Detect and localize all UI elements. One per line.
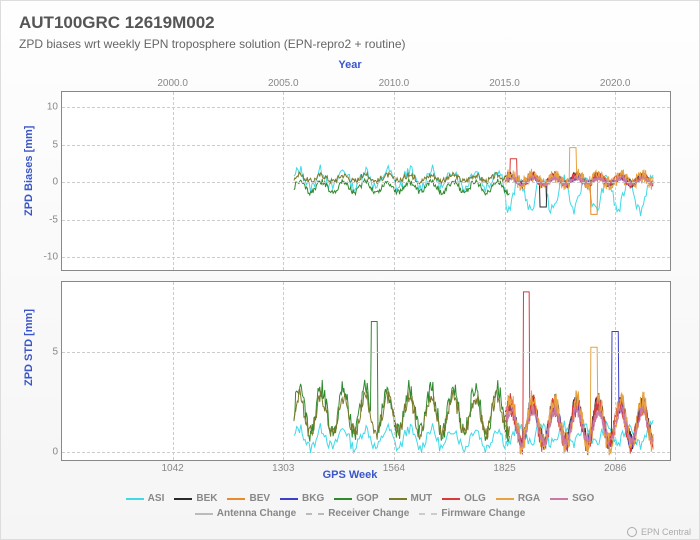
tick-year: 2015.0 <box>489 78 520 89</box>
bottom-axis-label: GPS Week <box>323 469 378 481</box>
chart-subtitle: ZPD biases wrt weekly EPN troposphere so… <box>19 37 406 51</box>
swatch-icon <box>174 498 192 500</box>
legend-label: BEK <box>196 493 217 504</box>
legend-item-GOP: GOP <box>334 493 378 504</box>
legend-label: BKG <box>302 493 324 504</box>
legend-item-MUT: MUT <box>389 493 433 504</box>
grid-line-h <box>62 182 670 183</box>
legend-series-row: ASI BEK BEV BKG GOP MUT OLG RGA SGO <box>41 493 679 504</box>
legend-change-item: Firmware Change <box>419 508 525 519</box>
legend-label: OLG <box>464 493 486 504</box>
swatch-icon <box>195 513 213 515</box>
tick-y: 5 <box>52 347 58 358</box>
y-axis-label-std: ZPD STD [mm] <box>23 309 35 386</box>
legend-label: MUT <box>411 493 433 504</box>
grid-line-h <box>62 352 670 353</box>
legend-change-item: Antenna Change <box>195 508 296 519</box>
tick-week: 1042 <box>162 463 184 474</box>
plot-std <box>62 282 670 460</box>
footer-text: EPN Central <box>641 527 691 537</box>
tick-y: -5 <box>49 214 58 225</box>
grid-line-v <box>283 92 284 270</box>
swatch-icon <box>280 498 298 500</box>
series-MUT <box>294 389 509 439</box>
tick-week: 1564 <box>383 463 405 474</box>
plot-bias <box>62 92 670 270</box>
tick-year: 2020.0 <box>600 78 631 89</box>
legend-label: ASI <box>148 493 165 504</box>
chart-area: -10-505102000.02005.02010.02015.02020.0 … <box>61 91 671 461</box>
tick-year: 2010.0 <box>379 78 410 89</box>
legend-change-item: Receiver Change <box>306 508 409 519</box>
legend-label: RGA <box>518 493 540 504</box>
swatch-icon <box>389 498 407 500</box>
legend: ASI BEK BEV BKG GOP MUT OLG RGA SGO Antenna Chan… <box>41 493 679 523</box>
swatch-icon <box>419 513 437 515</box>
swatch-icon <box>334 498 352 500</box>
legend-label: Antenna Change <box>217 508 296 519</box>
grid-line-v <box>394 92 395 270</box>
legend-label: Firmware Change <box>441 508 525 519</box>
swatch-icon <box>550 498 568 500</box>
tick-y: 5 <box>52 139 58 150</box>
grid-line-h <box>62 452 670 453</box>
tick-y: 10 <box>47 102 58 113</box>
legend-changes-row: Antenna Change Receiver Change Firmware Ch… <box>41 508 679 519</box>
tick-year: 2000.0 <box>157 78 188 89</box>
grid-line-h <box>62 220 670 221</box>
legend-label: BEV <box>249 493 270 504</box>
grid-line-h <box>62 145 670 146</box>
top-axis-label: Year <box>338 59 361 71</box>
series-GOP <box>294 322 509 442</box>
grid-line-v <box>283 282 284 460</box>
legend-item-SGO: SGO <box>550 493 594 504</box>
grid-line-v <box>505 92 506 270</box>
swatch-icon <box>227 498 245 500</box>
legend-label: Receiver Change <box>328 508 409 519</box>
chart-title: AUT100GRC 12619M002 <box>19 13 215 33</box>
panel-bias: -10-505102000.02005.02010.02015.02020.0 <box>61 91 671 271</box>
series-ASI <box>294 420 653 453</box>
grid-line-h <box>62 257 670 258</box>
grid-line-v <box>505 282 506 460</box>
tick-y: 0 <box>52 447 58 458</box>
swatch-icon <box>306 513 324 515</box>
grid-line-v <box>615 282 616 460</box>
legend-label: GOP <box>356 493 378 504</box>
swatch-icon <box>496 498 514 500</box>
legend-item-RGA: RGA <box>496 493 540 504</box>
grid-line-v <box>173 282 174 460</box>
y-axis-label-bias: ZPD Biases [mm] <box>23 126 35 216</box>
tick-week: 1303 <box>272 463 294 474</box>
tick-week: 2086 <box>604 463 626 474</box>
tick-week: 1825 <box>493 463 515 474</box>
grid-line-v <box>173 92 174 270</box>
tick-y: 0 <box>52 177 58 188</box>
legend-item-ASI: ASI <box>126 493 165 504</box>
tick-year: 2005.0 <box>268 78 299 89</box>
footer: EPN Central <box>627 527 691 537</box>
tick-y: -10 <box>44 252 58 263</box>
globe-icon <box>627 527 637 537</box>
swatch-icon <box>442 498 460 500</box>
legend-label: SGO <box>572 493 594 504</box>
legend-item-OLG: OLG <box>442 493 486 504</box>
legend-item-BKG: BKG <box>280 493 324 504</box>
legend-item-BEK: BEK <box>174 493 217 504</box>
chart-container: AUT100GRC 12619M002 ZPD biases wrt weekl… <box>0 0 700 540</box>
swatch-icon <box>126 498 144 500</box>
grid-line-h <box>62 107 670 108</box>
legend-item-BEV: BEV <box>227 493 270 504</box>
panel-std: 0510421303156418252086 <box>61 281 671 461</box>
grid-line-v <box>615 92 616 270</box>
grid-line-v <box>394 282 395 460</box>
